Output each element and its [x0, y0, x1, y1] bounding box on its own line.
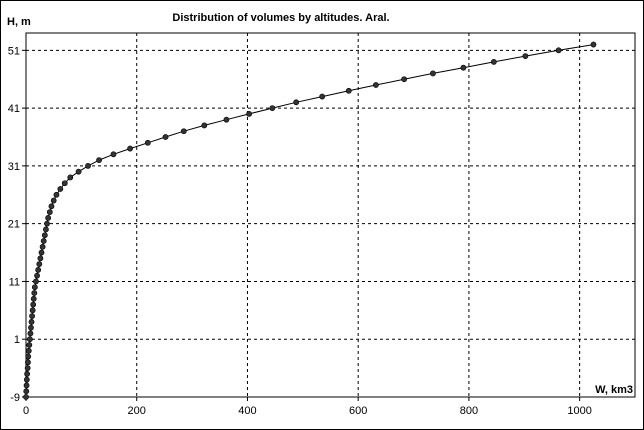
data-point — [26, 342, 33, 348]
data-point — [127, 145, 133, 152]
data-point — [30, 301, 37, 308]
chart-title: Distribution of volumes by altitudes. Ar… — [172, 12, 389, 24]
y-tick-label: 21 — [8, 219, 20, 231]
data-point — [522, 53, 529, 60]
x-tick-label: 400 — [238, 405, 256, 417]
y-axis-label: H, m — [7, 16, 31, 28]
data-point — [41, 232, 48, 239]
data-point — [24, 370, 31, 377]
data-point — [590, 41, 597, 48]
x-tick-label: 800 — [460, 405, 478, 417]
x-tick-label: 1000 — [567, 405, 591, 417]
data-point — [35, 266, 42, 273]
data-point — [269, 105, 276, 112]
data-point — [23, 394, 29, 400]
data-point — [53, 191, 60, 198]
data-point — [24, 365, 31, 372]
x-tick-label: 600 — [349, 405, 367, 417]
x-axis-label: W, km3 — [595, 384, 633, 396]
data-point — [31, 290, 38, 296]
y-tick-label: 31 — [8, 161, 20, 173]
data-point — [45, 214, 52, 221]
data-point — [23, 382, 30, 389]
y-tick-label: 11 — [9, 276, 20, 288]
data-point — [27, 330, 34, 337]
plot-area — [25, 32, 636, 398]
data-point — [43, 226, 49, 233]
data-point — [162, 134, 169, 140]
data-point — [44, 220, 50, 227]
data-point — [29, 313, 35, 320]
x-tick-label: 0 — [23, 405, 29, 417]
data-point — [67, 174, 74, 181]
y-tick-label: 51 — [8, 45, 20, 57]
data-point — [38, 249, 45, 256]
data-point — [223, 116, 230, 123]
data-point — [30, 295, 37, 302]
y-tick-label: 41 — [8, 103, 20, 115]
y-tick-label: 1 — [14, 334, 20, 346]
data-point — [37, 255, 44, 262]
data-point — [25, 353, 32, 360]
data-point — [26, 336, 33, 343]
data-point — [40, 238, 47, 244]
data-point — [31, 284, 38, 291]
data-point — [28, 324, 34, 331]
data-point — [57, 186, 64, 192]
data-point — [201, 122, 208, 129]
data-point — [23, 376, 30, 383]
data-point — [246, 110, 253, 117]
data-point — [29, 307, 36, 314]
data-point — [180, 128, 187, 135]
y-tick-label: -9 — [10, 392, 20, 404]
data-point — [34, 272, 40, 279]
data-point — [319, 93, 326, 100]
data-point — [61, 180, 68, 187]
data-point — [401, 76, 408, 83]
data-point — [36, 261, 43, 268]
data-point — [23, 388, 30, 395]
data-point — [39, 243, 46, 250]
data-point — [85, 162, 91, 169]
data-point — [25, 347, 32, 354]
data-point — [75, 168, 82, 175]
data-point — [110, 151, 117, 158]
data-point — [50, 197, 57, 204]
x-tick-label: 200 — [128, 405, 146, 417]
data-point — [430, 70, 436, 77]
data-point — [293, 99, 300, 106]
data-series — [23, 41, 597, 400]
data-point — [460, 64, 467, 71]
data-point — [48, 203, 55, 210]
data-point — [555, 47, 562, 54]
data-point — [372, 82, 379, 88]
grid-lines — [26, 33, 635, 397]
data-point — [46, 209, 53, 216]
data-point — [28, 318, 35, 325]
data-point — [33, 278, 39, 285]
data-point — [144, 139, 151, 146]
data-point — [96, 157, 102, 164]
data-point — [490, 58, 497, 65]
series-line — [25, 44, 594, 398]
data-point — [25, 359, 31, 366]
data-point — [345, 87, 352, 94]
